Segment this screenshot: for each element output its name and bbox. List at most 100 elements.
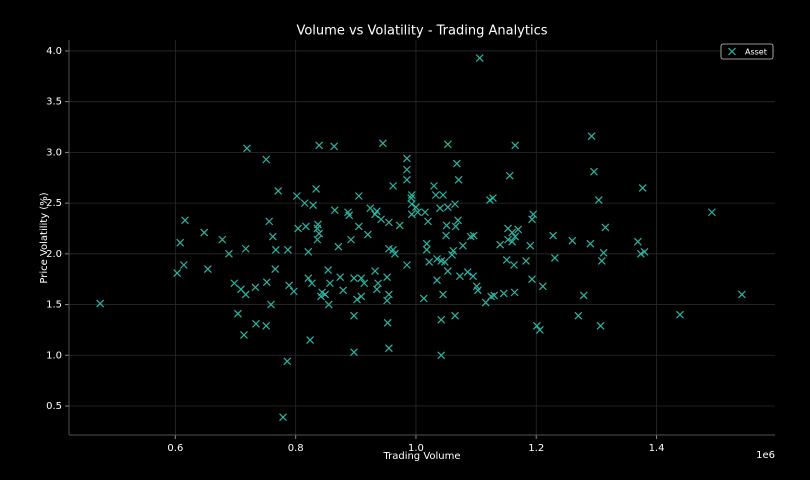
data-point (372, 285, 381, 294)
data-point (451, 200, 459, 209)
data-point (586, 239, 595, 248)
data-point (430, 181, 438, 190)
data-point (481, 298, 490, 307)
data-point (403, 165, 411, 174)
data-point (550, 253, 559, 262)
data-point (528, 215, 536, 224)
data-point (241, 244, 250, 253)
data-point (676, 310, 684, 319)
data-point (181, 216, 189, 225)
data-point (439, 191, 447, 199)
y-axis-label: Price Volatility (%) (39, 192, 50, 283)
data-point (407, 210, 416, 219)
data-point (313, 224, 322, 233)
legend-box (720, 43, 774, 60)
data-point (455, 272, 464, 281)
data-point (304, 247, 313, 256)
data-point (601, 223, 610, 232)
data-point (283, 357, 292, 366)
x-tick-label: 0.6 (167, 443, 183, 454)
data-point (304, 274, 313, 283)
data-point (274, 187, 283, 195)
data-point (514, 225, 523, 234)
data-point (203, 265, 212, 273)
data-point (590, 167, 598, 176)
data-point (289, 287, 298, 296)
data-point (324, 300, 333, 309)
data-point (371, 210, 379, 219)
data-point (510, 288, 519, 297)
data-point (458, 241, 467, 250)
data-point (597, 257, 606, 265)
data-point (324, 266, 333, 274)
data-point (504, 224, 512, 233)
data-point (549, 231, 558, 240)
data-point (499, 289, 508, 298)
data-point (330, 206, 339, 215)
data-point (599, 248, 608, 257)
data-point (307, 279, 316, 288)
y-tick-label: 1.5 (46, 300, 62, 311)
y-tick-label: 4.0 (46, 46, 62, 57)
data-point (218, 235, 227, 244)
data-point (279, 413, 287, 422)
data-point (425, 258, 434, 266)
data-point (224, 249, 233, 258)
data-point (371, 267, 379, 276)
data-point (200, 228, 209, 237)
data-point (433, 254, 441, 263)
data-point (439, 290, 447, 299)
data-point (412, 203, 420, 212)
data-point (508, 237, 517, 246)
data-point (440, 258, 449, 266)
data-point (285, 281, 293, 290)
data-point (240, 331, 248, 339)
data-point (433, 276, 441, 285)
data-point (472, 282, 481, 291)
data-point (505, 171, 514, 180)
y-tick-label: 1.0 (46, 350, 62, 361)
data-point (403, 154, 411, 163)
data-point (350, 348, 358, 357)
data-point (451, 311, 459, 320)
data-point (271, 245, 280, 254)
data-point (431, 191, 440, 199)
data-point (437, 315, 446, 324)
data-point (496, 240, 505, 249)
data-point (511, 232, 520, 241)
data-point (413, 208, 422, 217)
data-point (252, 319, 260, 328)
data-point (267, 300, 275, 309)
data-point (344, 208, 352, 217)
data-point (384, 290, 393, 299)
y-tick-label: 0.5 (46, 401, 62, 412)
data-point (452, 159, 461, 168)
data-point (574, 311, 583, 320)
data-point (96, 299, 105, 308)
data-point (176, 238, 185, 247)
data-point (475, 54, 484, 62)
data-point (306, 336, 315, 344)
data-point (354, 192, 363, 200)
data-point (528, 275, 536, 284)
data-point (596, 321, 605, 330)
data-point (271, 265, 280, 273)
data-point (443, 203, 452, 212)
data-point (437, 351, 446, 360)
x-tick-label: 1.2 (528, 443, 544, 454)
data-point (538, 282, 547, 291)
data-point (330, 142, 339, 151)
data-point (384, 218, 393, 227)
data-point (251, 283, 260, 292)
data-point (179, 261, 188, 269)
data-point (336, 273, 345, 282)
y-tick-label: 3.0 (46, 147, 62, 158)
data-point (403, 261, 411, 269)
data-point (633, 237, 642, 246)
chart-title: Volume vs Volatility - Trading Analytics (296, 24, 547, 39)
data-point (504, 235, 512, 244)
data-point (422, 245, 431, 254)
x-axis-label: Trading Volume (382, 451, 460, 462)
